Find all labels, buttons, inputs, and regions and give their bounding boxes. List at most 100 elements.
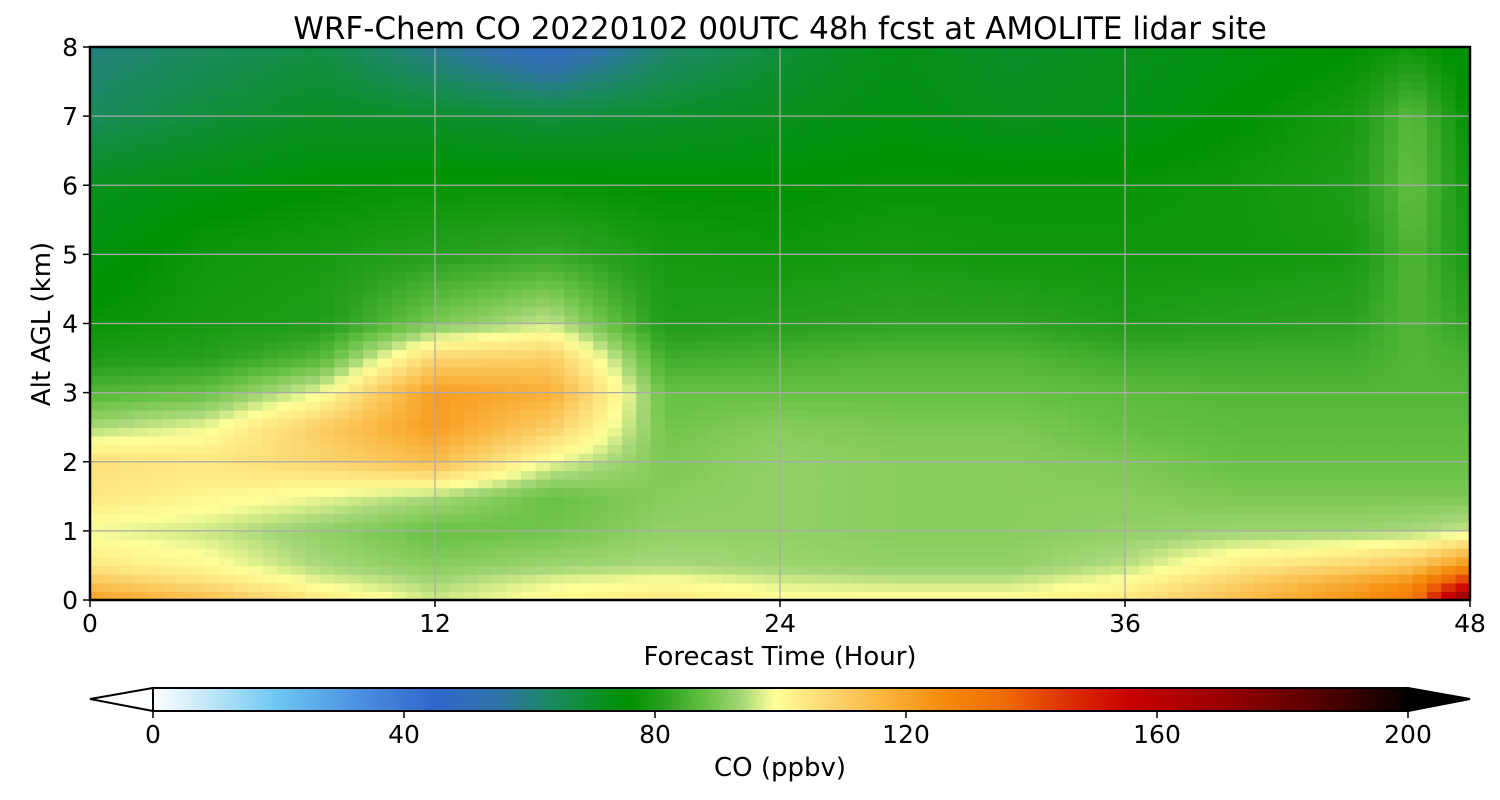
heatmap-cell bbox=[363, 150, 379, 160]
heatmap-cell bbox=[1081, 280, 1097, 290]
heatmap-cell bbox=[621, 487, 637, 497]
heatmap-cell bbox=[578, 254, 594, 264]
heatmap-cell bbox=[1297, 574, 1313, 584]
heatmap-cell bbox=[118, 167, 134, 178]
heatmap-cell bbox=[1240, 314, 1255, 325]
heatmap-cell bbox=[190, 496, 206, 506]
heatmap-cell bbox=[578, 280, 594, 290]
heatmap-cell bbox=[1441, 254, 1457, 264]
heatmap-cell bbox=[1010, 582, 1025, 592]
heatmap-cell bbox=[291, 513, 307, 523]
heatmap-cell bbox=[593, 185, 609, 195]
heatmap-cell bbox=[1369, 306, 1385, 316]
heatmap-cell bbox=[291, 539, 307, 549]
heatmap-cell bbox=[1355, 245, 1370, 255]
heatmap-cell bbox=[564, 409, 580, 420]
heatmap-cell bbox=[320, 323, 335, 333]
heatmap-cell bbox=[1225, 340, 1241, 351]
heatmap-cell bbox=[1125, 383, 1140, 394]
heatmap-cell bbox=[1355, 280, 1370, 290]
heatmap-cell bbox=[190, 358, 206, 368]
heatmap-cell bbox=[1182, 383, 1198, 394]
heatmap-cell bbox=[1311, 211, 1327, 221]
heatmap-cell bbox=[895, 548, 910, 558]
heatmap-cell bbox=[981, 228, 997, 238]
heatmap-cell bbox=[794, 366, 810, 376]
heatmap-cell bbox=[966, 513, 982, 523]
heatmap-cell bbox=[823, 176, 839, 186]
heatmap-cell bbox=[1168, 185, 1184, 195]
heatmap-cell bbox=[233, 340, 249, 351]
heatmap-cell bbox=[636, 453, 652, 463]
heatmap-cell bbox=[909, 548, 925, 558]
heatmap-cell bbox=[147, 280, 163, 290]
heatmap-cell bbox=[823, 280, 839, 290]
heatmap-cell bbox=[348, 288, 364, 299]
heatmap-cell bbox=[1024, 479, 1040, 489]
heatmap-cell bbox=[1412, 461, 1428, 471]
heatmap-cell bbox=[564, 375, 580, 385]
heatmap-cell bbox=[1067, 211, 1083, 221]
heatmap-cell bbox=[90, 349, 105, 359]
heatmap-cell bbox=[320, 409, 335, 420]
heatmap-cell bbox=[406, 349, 422, 359]
heatmap-cell bbox=[406, 530, 422, 541]
heatmap-cell bbox=[1168, 245, 1184, 255]
heatmap-cell bbox=[1024, 591, 1040, 600]
heatmap-cell bbox=[665, 254, 680, 264]
heatmap-cell bbox=[1283, 427, 1299, 437]
heatmap-cell bbox=[736, 306, 752, 316]
heatmap-cell bbox=[334, 245, 350, 255]
heatmap-cell bbox=[176, 297, 192, 307]
heatmap-cell bbox=[118, 470, 134, 480]
heatmap-cell bbox=[1196, 470, 1212, 480]
heatmap-cell bbox=[938, 582, 954, 592]
heatmap-cell bbox=[1125, 193, 1140, 204]
heatmap-cell bbox=[866, 479, 882, 489]
heatmap-cell bbox=[1340, 548, 1356, 558]
heatmap-cell bbox=[1168, 401, 1184, 411]
heatmap-cell bbox=[1081, 366, 1097, 376]
heatmap-cell bbox=[679, 176, 695, 186]
heatmap-cell bbox=[981, 479, 997, 489]
heatmap-cell bbox=[823, 487, 839, 497]
heatmap-cell bbox=[1326, 193, 1342, 204]
heatmap-cell bbox=[909, 323, 925, 333]
heatmap-cell bbox=[593, 211, 609, 221]
heatmap-cell bbox=[176, 271, 192, 281]
heatmap-cell bbox=[320, 513, 335, 523]
heatmap-cell bbox=[1024, 349, 1040, 359]
heatmap-cell bbox=[751, 237, 767, 247]
heatmap-cell bbox=[895, 582, 910, 592]
heatmap-cell bbox=[952, 211, 968, 221]
heatmap-cell bbox=[334, 383, 350, 394]
heatmap-cell bbox=[1096, 504, 1112, 515]
heatmap-cell bbox=[1283, 479, 1299, 489]
heatmap-cell bbox=[679, 375, 695, 385]
heatmap-cell bbox=[1125, 358, 1140, 368]
heatmap-cell bbox=[794, 271, 810, 281]
heatmap-cell bbox=[621, 513, 637, 523]
heatmap-cell bbox=[1139, 487, 1155, 497]
heatmap-cell bbox=[823, 409, 839, 420]
heatmap-cell bbox=[1240, 176, 1255, 186]
heatmap-cell bbox=[966, 487, 982, 497]
heatmap-cell bbox=[1412, 349, 1428, 359]
heatmap-cell bbox=[205, 539, 220, 549]
heatmap-cell bbox=[550, 366, 565, 376]
heatmap-cell bbox=[895, 176, 910, 186]
heatmap-cell bbox=[1010, 401, 1025, 411]
heatmap-cell bbox=[1355, 237, 1370, 247]
heatmap-cell bbox=[837, 504, 853, 515]
heatmap-cell bbox=[1139, 470, 1155, 480]
heatmap-cell bbox=[90, 496, 105, 506]
heatmap-cell bbox=[636, 435, 652, 446]
heatmap-cell bbox=[693, 263, 709, 273]
heatmap-cell bbox=[1326, 297, 1342, 307]
heatmap-cell bbox=[938, 565, 954, 575]
heatmap-cell bbox=[1196, 314, 1212, 325]
heatmap-cell bbox=[794, 237, 810, 247]
heatmap-cell bbox=[1110, 288, 1126, 299]
heatmap-cell bbox=[995, 358, 1011, 368]
heatmap-cell bbox=[1240, 470, 1255, 480]
